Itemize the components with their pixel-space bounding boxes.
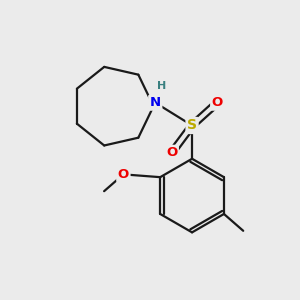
Text: O: O — [118, 168, 129, 181]
Text: O: O — [166, 146, 177, 159]
Text: H: H — [157, 81, 166, 91]
Text: N: N — [150, 96, 161, 109]
Text: O: O — [212, 96, 223, 109]
Text: S: S — [187, 118, 197, 133]
